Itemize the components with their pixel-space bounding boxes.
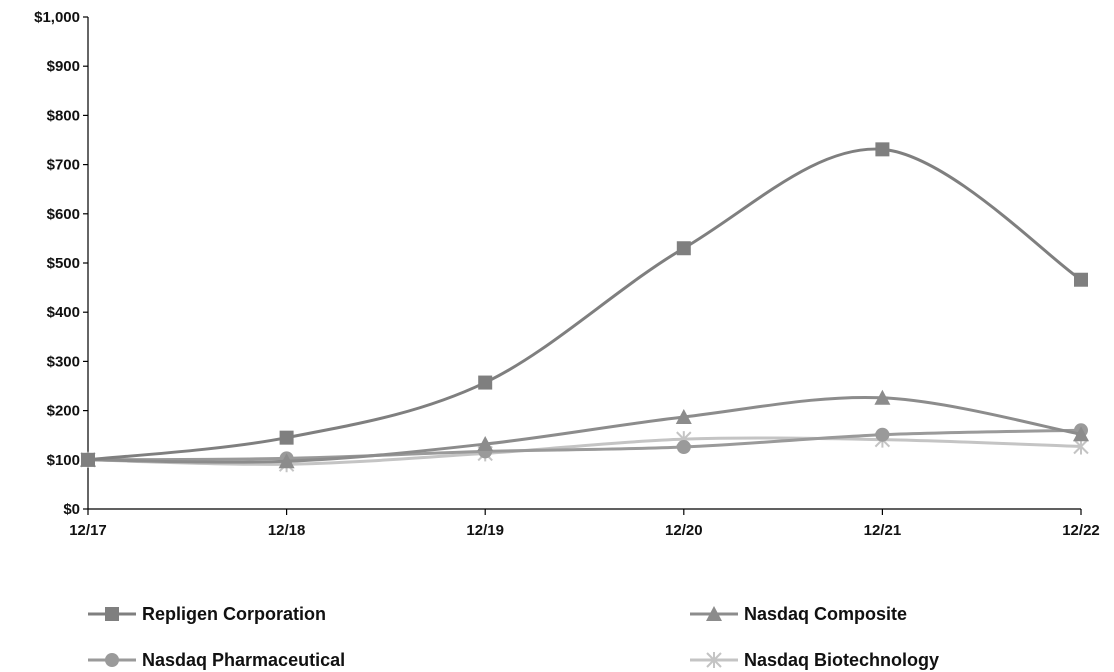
series-line-repligen-corporation [87, 147, 1082, 462]
data-point-repligen-corporation [81, 452, 95, 467]
data-point-nasdaq-composite [874, 389, 891, 405]
data-point-repligen-corporation [1074, 272, 1088, 287]
legend-marker [105, 653, 119, 667]
x-tick-label: 12/21 [864, 522, 902, 539]
data-point-nasdaq-composite [278, 453, 295, 469]
y-tick-label: $800 [47, 107, 80, 124]
data-point-nasdaq-composite [477, 436, 494, 452]
series-line-nasdaq-biotechnology [87, 436, 1082, 466]
legend-item-repligen-corporation: Repligen Corporation [88, 604, 326, 624]
series-nasdaq-composite [80, 389, 1089, 469]
legend-label: Repligen Corporation [142, 604, 326, 624]
x-axis-ticks: 12/17 12/18 12/19 12/20 12/21 12/22 [69, 509, 1100, 539]
x-tick-label: 12/19 [466, 522, 504, 539]
x-tick-label: 12/18 [268, 522, 306, 539]
y-tick-label: $700 [47, 157, 80, 174]
y-tick-label: $600 [47, 206, 80, 223]
data-point-nasdaq-pharmaceutical [676, 440, 691, 455]
y-tick-label: $400 [47, 304, 80, 321]
series-nasdaq-biotechnology [80, 431, 1089, 473]
y-tick-label: $300 [47, 353, 80, 370]
series-repligen-corporation [81, 142, 1088, 467]
legend-label: Nasdaq Composite [744, 604, 907, 624]
data-point-nasdaq-composite [1073, 426, 1089, 442]
chart-axes [87, 17, 1081, 510]
series-line-nasdaq-composite [87, 395, 1082, 464]
y-tick-label: $500 [47, 255, 80, 272]
series-lines [80, 142, 1089, 473]
data-point-nasdaq-composite [675, 408, 692, 424]
legend-marker [105, 607, 119, 621]
legend-item-nasdaq-pharmaceutical: Nasdaq Pharmaceutical [88, 650, 345, 670]
x-tick-label: 12/22 [1062, 522, 1100, 539]
y-tick-label: $100 [47, 452, 80, 469]
data-point-repligen-corporation [478, 375, 493, 390]
legend-label: Nasdaq Biotechnology [744, 650, 939, 670]
legend-item-nasdaq-composite: Nasdaq Composite [690, 604, 907, 624]
x-tick-label: 12/17 [69, 522, 107, 539]
y-tick-label: $200 [47, 403, 80, 420]
y-tick-label: $900 [47, 58, 80, 75]
y-tick-label: $1,000 [34, 9, 80, 26]
legend-marker [706, 652, 722, 668]
x-tick-label: 12/20 [665, 522, 703, 539]
y-tick-label: $0 [63, 501, 80, 518]
legend-marker [706, 606, 722, 621]
legend-label: Nasdaq Pharmaceutical [142, 650, 345, 670]
chart-legend: Repligen Corporation Nasdaq Composite Nasd… [88, 604, 939, 670]
legend-item-nasdaq-biotechnology: Nasdaq Biotechnology [690, 650, 939, 670]
data-point-nasdaq-pharmaceutical [875, 427, 890, 442]
data-point-repligen-corporation [676, 241, 691, 256]
data-point-repligen-corporation [279, 430, 294, 445]
series-line-nasdaq-pharmaceutical [87, 428, 1082, 462]
y-axis-ticks: $0 $100 $200 $300 $400 $500 $600 $700 $800 $900 $1… [34, 9, 88, 518]
data-point-repligen-corporation [875, 142, 890, 157]
